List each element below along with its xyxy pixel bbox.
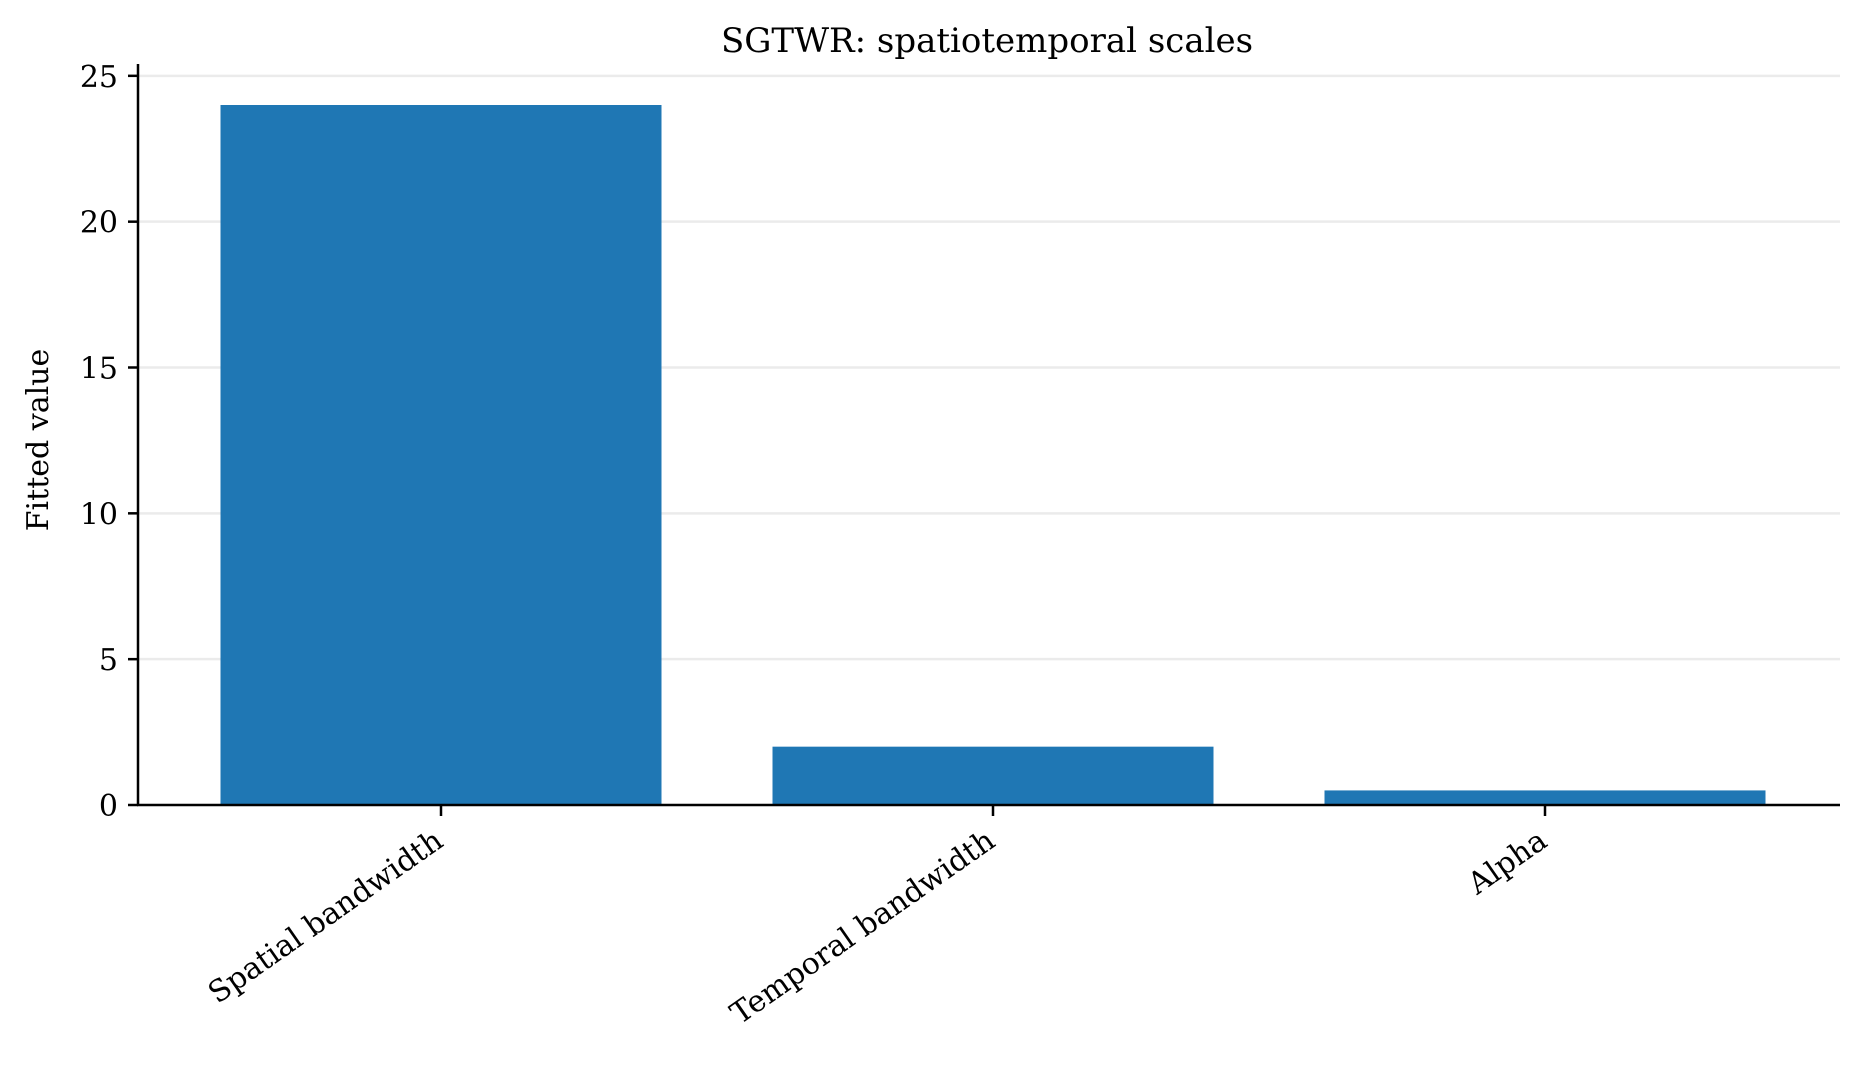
y-tick-label-1: 5: [99, 643, 118, 678]
x-tick-label-2: Alpha: [1461, 823, 1554, 903]
y-tick-label-3: 15: [80, 352, 118, 387]
y-axis-label: Fitted value: [21, 349, 56, 532]
bar-spatial-bandwidth: [220, 105, 662, 805]
chart-title: SGTWR: spatiotemporal scales: [721, 21, 1253, 61]
x-ticks: Spatial bandwidth Temporal bandwidth Alpha: [202, 805, 1554, 1032]
x-tick-label-0: Spatial bandwidth: [202, 823, 450, 1011]
y-tick-label-2: 10: [80, 497, 118, 532]
x-tick-label-1: Temporal bandwidth: [724, 823, 1001, 1032]
y-ticks: 0 5 10 15 20 25: [80, 60, 138, 824]
bar-temporal-bandwidth: [772, 746, 1214, 805]
y-tick-label-4: 20: [80, 206, 118, 241]
y-tick-label-0: 0: [99, 789, 118, 824]
bars: [220, 105, 1766, 805]
axes: [136, 64, 1840, 807]
bar-alpha: [1324, 790, 1766, 805]
y-tick-label-5: 25: [80, 60, 118, 95]
